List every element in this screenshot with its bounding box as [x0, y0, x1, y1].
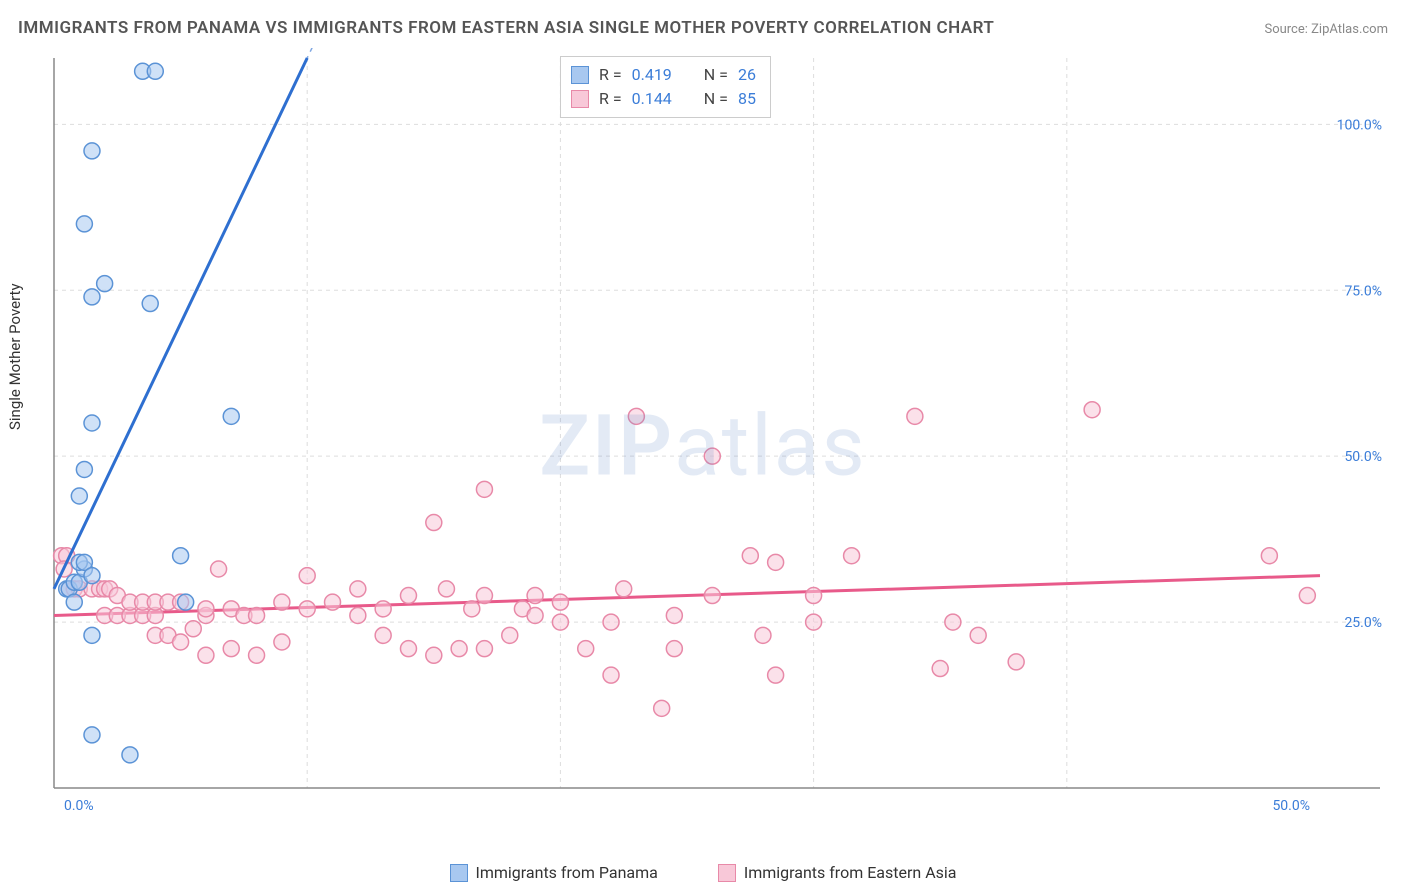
n-value-panama: 26 [738, 63, 756, 87]
n-label: N = [704, 63, 728, 87]
stats-row-panama: R = 0.419 N = 26 [571, 63, 756, 87]
legend-label-panama: Immigrants from Panama [476, 863, 658, 882]
n-label: N = [704, 87, 728, 111]
svg-text:50.0%: 50.0% [1272, 798, 1310, 814]
stats-legend: R = 0.419 N = 26 R = 0.144 N = 85 [560, 56, 771, 118]
bottom-legend: Immigrants from Panama Immigrants from Ea… [0, 863, 1406, 882]
legend-label-eastern_asia: Immigrants from Eastern Asia [744, 863, 957, 882]
chart-svg: 25.0% 50.0% 75.0% 100.0% 0.0% 50.0% [50, 48, 1390, 818]
r-label: R = [599, 87, 622, 111]
svg-text:50.0%: 50.0% [1344, 449, 1382, 465]
swatch-eastern_asia [718, 864, 736, 882]
svg-text:100.0%: 100.0% [1337, 117, 1382, 133]
chart-source: Source: ZipAtlas.com [1264, 22, 1388, 37]
plot-area: 25.0% 50.0% 75.0% 100.0% 0.0% 50.0% [50, 48, 1390, 818]
swatch-eastern_asia [571, 90, 589, 108]
stats-row-eastern_asia: R = 0.144 N = 85 [571, 87, 756, 111]
svg-text:25.0%: 25.0% [1344, 615, 1382, 631]
legend-item-panama: Immigrants from Panama [450, 863, 658, 882]
r-value-eastern_asia: 0.144 [632, 87, 672, 111]
svg-text:0.0%: 0.0% [64, 798, 94, 814]
legend-item-eastern_asia: Immigrants from Eastern Asia [718, 863, 957, 882]
y-axis-label: Single Mother Poverty [6, 283, 24, 430]
r-label: R = [599, 63, 622, 87]
r-value-panama: 0.419 [632, 63, 672, 87]
svg-text:75.0%: 75.0% [1344, 283, 1382, 299]
n-value-eastern_asia: 85 [738, 87, 756, 111]
swatch-panama [450, 864, 468, 882]
chart-title: IMMIGRANTS FROM PANAMA VS IMMIGRANTS FRO… [18, 18, 994, 38]
swatch-panama [571, 66, 589, 84]
